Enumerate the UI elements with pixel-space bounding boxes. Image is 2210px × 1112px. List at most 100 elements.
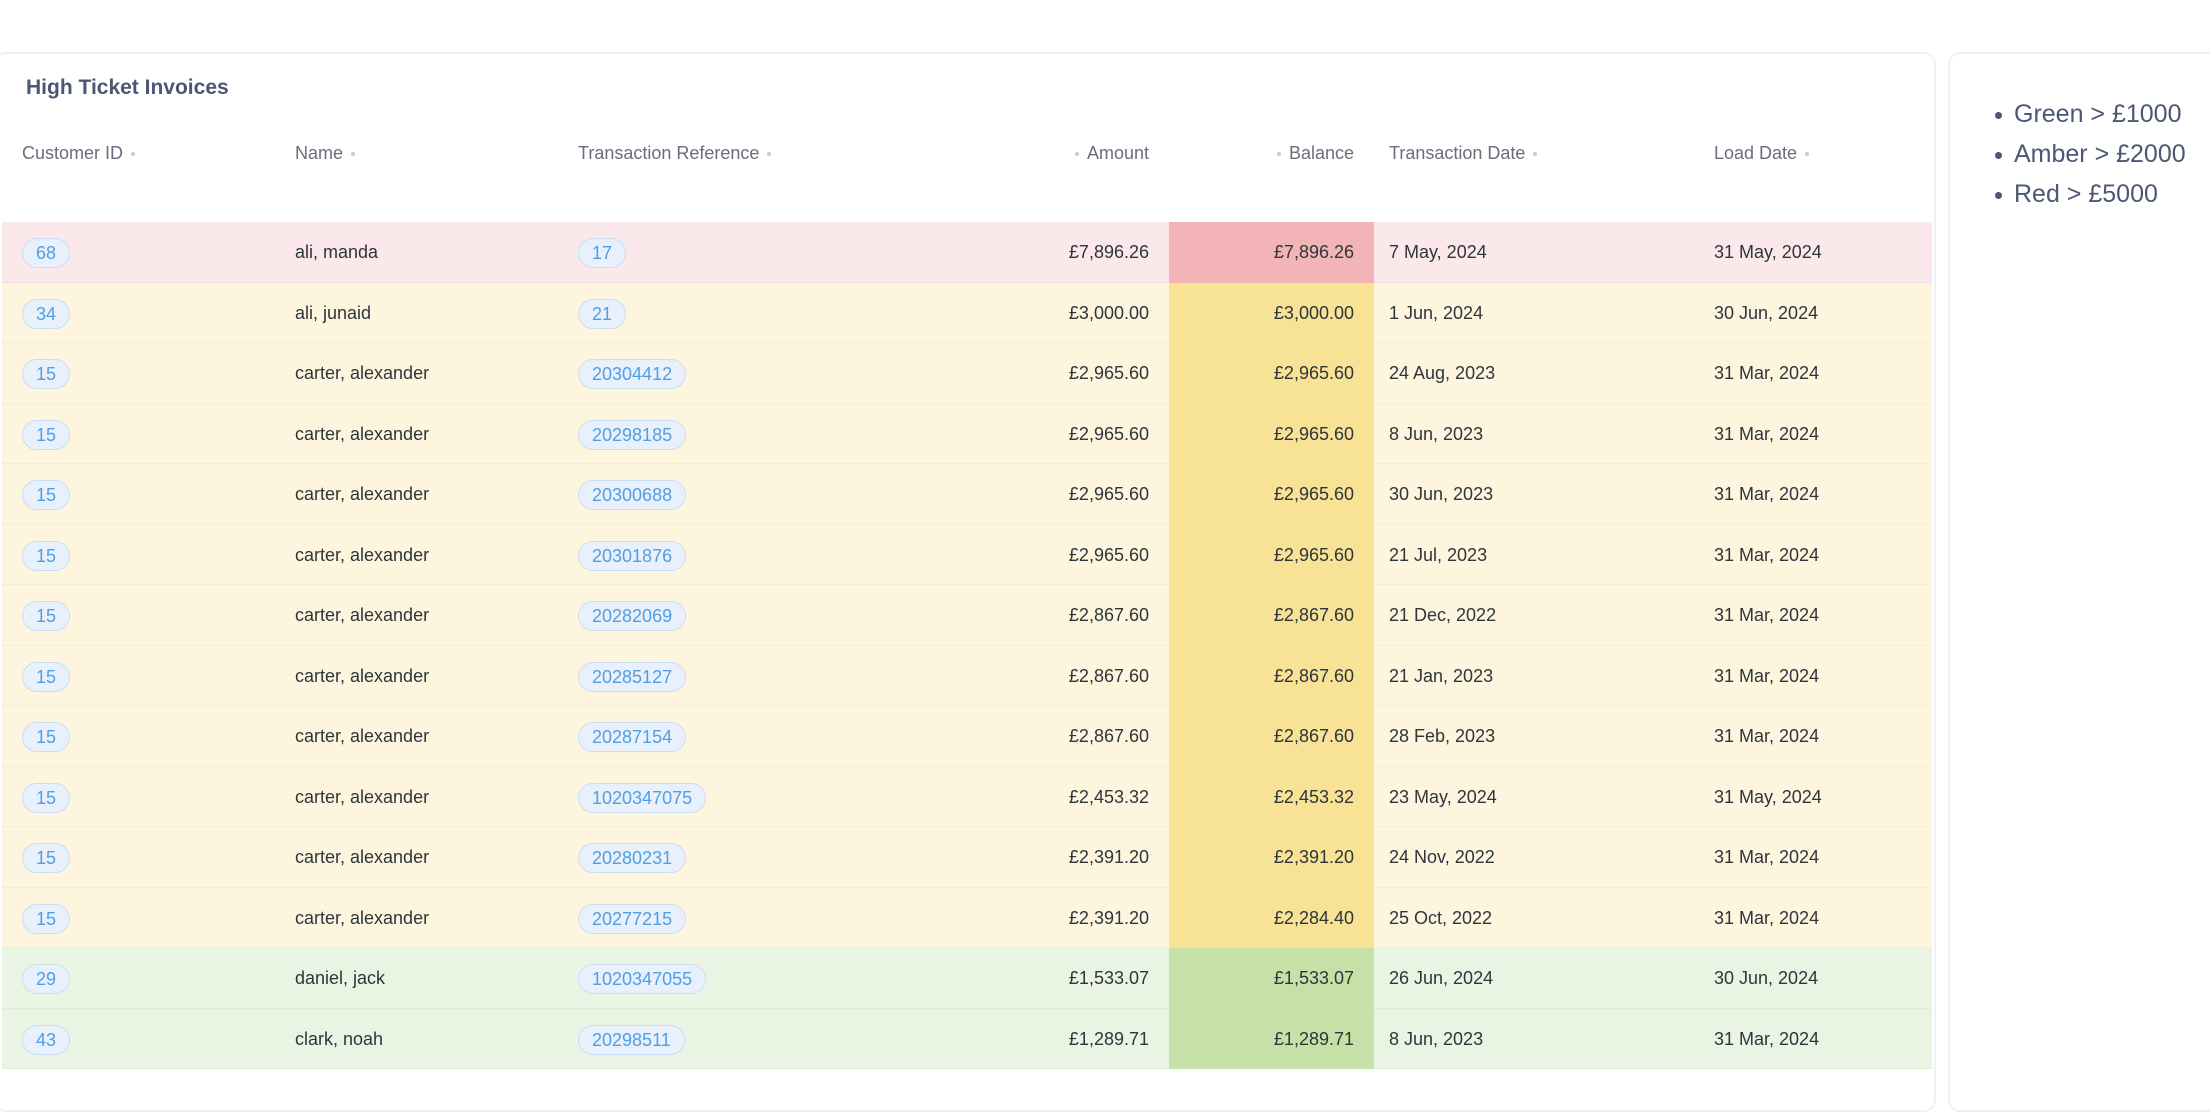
balance-value: £2,867.60 — [1273, 726, 1354, 746]
column-header-customer-id[interactable]: Customer ID — [22, 128, 136, 178]
customer-name: ali, manda — [295, 242, 379, 262]
transaction-reference-link[interactable]: 1020347075 — [578, 782, 707, 813]
balance-value: £1,533.07 — [1273, 968, 1354, 988]
transaction-reference-link[interactable]: 20285127 — [578, 661, 687, 692]
customer-id-link[interactable]: 15 — [22, 419, 71, 450]
transaction-reference-link[interactable]: 20287154 — [578, 722, 687, 753]
column-header-load-date[interactable]: Load Date — [1714, 128, 1810, 178]
balance-value: £3,000.00 — [1273, 302, 1354, 323]
transaction-reference-link[interactable]: 20277215 — [578, 903, 687, 934]
balance-cell: £3,000.00 — [1169, 282, 1374, 343]
balance-cell: £2,453.32 — [1169, 766, 1374, 827]
transaction-reference-cell: 20277215 — [578, 888, 687, 948]
customer-name: carter, alexander — [295, 363, 430, 383]
sort-icon — [1074, 152, 1079, 157]
column-header-name[interactable]: Name — [295, 128, 356, 178]
customer-name: daniel, jack — [295, 968, 386, 988]
customer-id-link[interactable]: 15 — [22, 903, 71, 934]
table-row: £2,965.60 15 carter, alexander 20298185 £2,9… — [2, 403, 1932, 464]
customer-name: carter, alexander — [295, 423, 430, 444]
transaction-reference-link[interactable]: 17 — [578, 238, 627, 269]
transaction-reference-link[interactable]: 20280231 — [578, 843, 687, 874]
column-header-balance[interactable]: Balance — [1182, 128, 1354, 178]
load-date: 31 Mar, 2024 — [1714, 726, 1820, 746]
customer-id-link[interactable]: 15 — [22, 540, 71, 571]
transaction-reference-link[interactable]: 20301876 — [578, 540, 687, 571]
transaction-reference-link[interactable]: 1020347055 — [578, 964, 707, 995]
customer-id-cell: 15 — [22, 343, 71, 403]
customer-id-cell: 15 — [22, 464, 71, 524]
transaction-date: 21 Dec, 2022 — [1389, 605, 1497, 625]
transaction-date: 21 Jul, 2023 — [1389, 544, 1488, 565]
transaction-reference-link[interactable]: 20298511 — [578, 1024, 685, 1055]
customer-id-cell: 15 — [22, 767, 71, 827]
balance-cell: £2,965.60 — [1169, 343, 1374, 404]
customer-id-link[interactable]: 15 — [22, 359, 71, 390]
transaction-date: 8 Jun, 2023 — [1389, 1028, 1484, 1049]
customer-id-link[interactable]: 15 — [22, 480, 71, 511]
transaction-reference-link[interactable]: 20282069 — [578, 601, 687, 632]
table-row: £2,391.20 15 carter, alexander 20280231 £2,3… — [2, 827, 1932, 888]
customer-id-cell: 15 — [22, 888, 71, 948]
transaction-reference-link[interactable]: 20298185 — [578, 419, 687, 450]
table-row: £7,896.26 68 ali, manda 17 £7,896.26 7 May, 2… — [2, 222, 1932, 283]
transaction-reference-cell: 20298511 — [578, 1009, 685, 1069]
invoices-table-card: High Ticket Invoices Customer ID Name Tr… — [0, 52, 1936, 1112]
table-header: Customer ID Name Transaction Reference A… — [2, 128, 1932, 178]
customer-id-link[interactable]: 15 — [22, 722, 71, 753]
balance-cell: £2,867.60 — [1169, 585, 1374, 646]
sort-icon — [351, 152, 356, 157]
customer-id-link[interactable]: 43 — [22, 1024, 71, 1055]
customer-id-link[interactable]: 34 — [22, 298, 71, 329]
balance-value: £2,965.60 — [1273, 544, 1354, 565]
sort-icon — [1533, 152, 1538, 157]
table-row: £2,965.60 15 carter, alexander 20300688 £2,9… — [2, 464, 1932, 525]
balance-cell: £1,289.71 — [1169, 1008, 1374, 1069]
customer-id-link[interactable]: 29 — [22, 964, 71, 995]
balance-cell: £2,867.60 — [1169, 706, 1374, 767]
balance-value: £2,965.60 — [1273, 423, 1354, 444]
customer-id-cell: 29 — [22, 948, 71, 1008]
balance-cell: £7,896.26 — [1169, 222, 1374, 283]
transaction-reference-link[interactable]: 21 — [578, 298, 627, 329]
balance-value: £2,867.60 — [1273, 605, 1354, 625]
transaction-date: 30 Jun, 2023 — [1389, 484, 1494, 504]
transaction-date: 23 May, 2024 — [1389, 786, 1497, 807]
customer-id-cell: 15 — [22, 706, 71, 766]
transaction-reference-link[interactable]: 20300688 — [578, 480, 687, 511]
load-date: 31 Mar, 2024 — [1714, 484, 1820, 504]
threshold-list: Green > £1000 Amber > £2000 Red > £5000 — [1995, 94, 2186, 214]
customer-name: carter, alexander — [295, 544, 430, 565]
table-row: £1,533.07 29 daniel, jack 1020347055 £1,533.… — [2, 948, 1932, 1009]
amount-value: £7,896.26 — [1068, 242, 1149, 262]
transaction-date: 1 Jun, 2024 — [1389, 302, 1484, 323]
table-row: £2,965.60 15 carter, alexander 20301876 £2,9… — [2, 524, 1932, 585]
balance-value: £2,284.40 — [1273, 907, 1354, 928]
transaction-date: 21 Jan, 2023 — [1389, 665, 1494, 686]
balance-value: £2,453.32 — [1273, 786, 1354, 807]
transaction-reference-cell: 20287154 — [578, 706, 687, 766]
load-date: 31 Mar, 2024 — [1714, 363, 1820, 383]
customer-name: carter, alexander — [295, 847, 430, 867]
customer-id-link[interactable]: 68 — [22, 238, 71, 269]
transaction-reference-cell: 20298185 — [578, 404, 687, 464]
amount-value: £2,867.60 — [1068, 665, 1149, 686]
transaction-date: 26 Jun, 2024 — [1389, 968, 1494, 988]
customer-id-link[interactable]: 15 — [22, 661, 71, 692]
customer-name: carter, alexander — [295, 907, 430, 928]
transaction-date: 28 Feb, 2023 — [1389, 726, 1496, 746]
customer-id-link[interactable]: 15 — [22, 843, 71, 874]
column-header-transaction-date[interactable]: Transaction Date — [1389, 128, 1538, 178]
transaction-reference-link[interactable]: 20304412 — [578, 359, 687, 390]
transaction-date: 24 Aug, 2023 — [1389, 363, 1496, 383]
balance-value: £7,896.26 — [1273, 242, 1354, 262]
sort-icon — [131, 152, 136, 157]
transaction-date: 25 Oct, 2022 — [1389, 907, 1493, 928]
column-header-amount[interactable]: Amount — [1002, 128, 1149, 178]
customer-id-link[interactable]: 15 — [22, 782, 71, 813]
column-header-transaction-reference[interactable]: Transaction Reference — [578, 128, 772, 178]
customer-name: carter, alexander — [295, 786, 430, 807]
customer-id-cell: 34 — [22, 283, 71, 343]
thresholds-card: Green > £1000 Amber > £2000 Red > £5000 — [1948, 52, 2210, 1112]
customer-id-link[interactable]: 15 — [22, 601, 71, 632]
